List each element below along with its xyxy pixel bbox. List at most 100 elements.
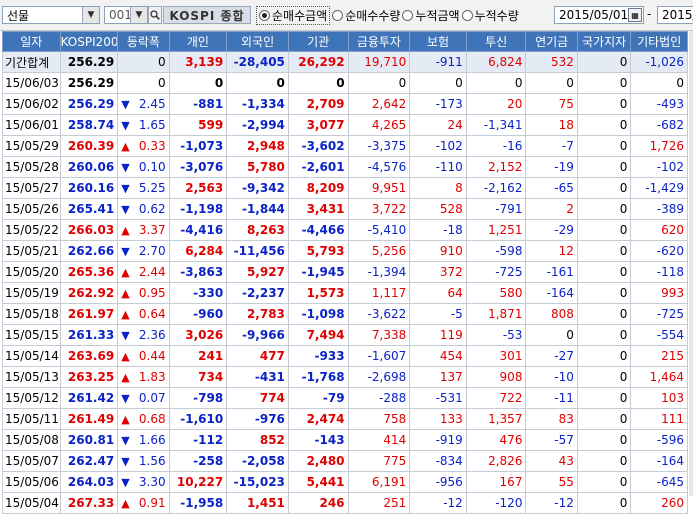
triangle-down-icon: ▼	[121, 181, 130, 195]
kospi200-cell: 262.92	[59, 282, 119, 304]
change-value: 0	[157, 76, 166, 90]
radio-option[interactable]: 순매수금액	[256, 5, 331, 25]
column-header[interactable]: 기타법인	[630, 31, 688, 52]
search-button[interactable]	[148, 6, 162, 24]
column-header[interactable]: 금융투자	[347, 31, 411, 52]
value-cell: -682	[630, 114, 688, 136]
value-cell: 8,209	[287, 177, 349, 199]
table-row[interactable]: 15/05/14 263.69 ▲ 0.44 241 477 -933 -1,607 454 30…	[2, 345, 688, 367]
change-value: 1.66	[138, 433, 166, 447]
table-row[interactable]: 15/05/29 260.39 ▲ 0.33 -1,073 2,948 -3,602 -3,3…	[2, 135, 688, 157]
column-header[interactable]: 투신	[465, 31, 527, 52]
table-row[interactable]: 15/06/02 256.29 ▼ 2.45 -881 -1,334 2,709 2,642-…	[2, 93, 688, 115]
value-cell: -531	[409, 387, 467, 409]
table-row[interactable]: 15/05/13 263.25 ▲ 1.83 734 -431 -1,768 -2,698 13…	[2, 366, 688, 388]
start-date-field[interactable]: 2015/05/01 ▦	[554, 6, 644, 24]
change-value: 1.56	[138, 454, 166, 468]
table-row[interactable]: 15/05/18 261.97 ▲ 0.64 -960 2,783 -1,098 -3,622…	[2, 303, 688, 325]
table-row[interactable]: 15/05/08 260.81 ▼ 1.66 -112 852 -143 414 -919 476…	[2, 429, 688, 451]
date-cell: 15/05/28	[2, 156, 61, 178]
table-row[interactable]: 15/05/20 265.36 ▲ 2.44 -3,863 5,927 -1,945 -1,3…	[2, 261, 688, 283]
value-cell: -3,622	[347, 303, 411, 325]
value-cell: 0	[576, 387, 632, 409]
value-cell: 2,563	[168, 177, 228, 199]
value-cell: -2,237	[226, 282, 289, 304]
chevron-down-icon[interactable]: ▼	[82, 7, 99, 23]
value-cell: 43	[525, 450, 578, 472]
table-row[interactable]: 15/05/27 260.16 ▼ 5.25 2,563 -9,342 8,209 9,951…	[2, 177, 688, 199]
triangle-down-icon: ▼	[121, 475, 130, 489]
value-cell: -1,198	[168, 198, 228, 220]
column-header[interactable]: 기관	[287, 31, 349, 52]
column-header[interactable]: 연기금	[525, 31, 578, 52]
table-row[interactable]: 15/05/12 261.42 ▼ 0.07 -798 774 -79 -288 -531 722…	[2, 387, 688, 409]
value-cell: -791	[465, 198, 527, 220]
value-cell: 3,431	[287, 198, 349, 220]
radio-option[interactable]: 순매수수량	[332, 7, 400, 24]
value-cell: -960	[168, 303, 228, 325]
value-cell: 2	[525, 198, 578, 220]
value-cell: -1,341	[465, 114, 527, 136]
summary-row[interactable]: 기간합계 256.29 0 3,139 -28,405 26,292 19,710 -911 6…	[2, 51, 688, 73]
column-header[interactable]: 보험	[409, 31, 467, 52]
column-header[interactable]: 등락폭	[117, 31, 170, 52]
value-cell: -956	[409, 471, 467, 493]
table-row[interactable]: 15/05/11 261.49 ▲ 0.68 -1,610 -976 2,474 758 133…	[2, 408, 688, 430]
market-select[interactable]: 선물 ▼	[2, 6, 100, 24]
column-header[interactable]: 국가지자	[576, 31, 632, 52]
value-cell: -173	[409, 93, 467, 115]
value-cell: -554	[630, 324, 688, 346]
vertical-scrollbar[interactable]	[689, 31, 693, 496]
radio-option[interactable]: 누적수량	[461, 7, 519, 24]
column-header[interactable]: KOSPI200	[59, 31, 119, 52]
change-value: 2.45	[138, 97, 166, 111]
code-select[interactable]: 001 ▼	[104, 6, 148, 24]
table-row[interactable]: 15/05/21 262.66 ▼ 2.70 6,284 -11,456 5,793 5,25…	[2, 240, 688, 262]
investor-table: 일자 KOSPI200 등락폭 개인 외국인 기관 금융투자 보험 투신 연기금 국가지자 기타법인 …	[2, 31, 688, 514]
value-cell: 1,573	[287, 282, 349, 304]
value-cell: 1,726	[630, 135, 688, 157]
change-cell: ▲ 3.37	[117, 219, 170, 241]
table-row[interactable]: 15/05/22 266.03 ▲ 3.37 -4,416 8,263 -4,466 -5,4…	[2, 219, 688, 241]
value-cell: 5,927	[226, 261, 289, 283]
radio-option[interactable]: 누적금액	[402, 7, 460, 24]
triangle-down-icon: ▼	[121, 160, 130, 174]
value-cell: 0	[576, 324, 632, 346]
column-header[interactable]: 일자	[2, 31, 61, 52]
change-value: 0.62	[138, 202, 166, 216]
table-row[interactable]: 15/06/01 258.74 ▼ 1.65 599 -2,994 3,077 4,265 24…	[2, 114, 688, 136]
value-cell: -4,576	[347, 156, 411, 178]
kospi200-cell: 260.81	[59, 429, 119, 451]
column-header[interactable]: 외국인	[226, 31, 289, 52]
value-cell: -65	[525, 177, 578, 199]
change-value: 0.33	[138, 139, 166, 153]
chevron-down-icon[interactable]: ▼	[130, 7, 147, 23]
value-cell: -4,466	[287, 219, 349, 241]
value-cell: 6,191	[347, 471, 411, 493]
end-date-field[interactable]: 2015/	[657, 6, 693, 24]
column-header[interactable]: 개인	[168, 31, 228, 52]
value-cell: -1,334	[226, 93, 289, 115]
triangle-down-icon: ▼	[121, 118, 130, 132]
kospi200-cell: 260.16	[59, 177, 119, 199]
table-row[interactable]: 15/05/19 262.92 ▲ 0.95 -330 -2,237 1,573 1,117 6…	[2, 282, 688, 304]
change-cell: ▲ 0.64	[117, 303, 170, 325]
calendar-icon[interactable]: ▦	[628, 8, 642, 22]
table-row[interactable]: 15/05/06 264.03 ▼ 3.30 10,227 -15,023 5,441 6,1…	[2, 471, 688, 493]
table-row[interactable]: 15/05/28 260.06 ▼ 0.10 -3,076 5,780 -2,601 -4,5…	[2, 156, 688, 178]
table-row[interactable]: 15/06/03 256.29 0 0 0 0 0 0 0 0 0 0	[2, 72, 688, 94]
value-cell: -330	[168, 282, 228, 304]
table-row[interactable]: 15/05/26 265.41 ▼ 0.62 -1,198 -1,844 3,431 3,72…	[2, 198, 688, 220]
change-value: 2.70	[138, 244, 166, 258]
date-cell: 15/05/19	[2, 282, 61, 304]
value-cell: -493	[630, 93, 688, 115]
value-cell: -3,375	[347, 135, 411, 157]
value-cell: 2,480	[287, 450, 349, 472]
table-row[interactable]: 15/05/07 262.47 ▼ 1.56 -258 -2,058 2,480 775 -83…	[2, 450, 688, 472]
change-cell: ▲ 0.33	[117, 135, 170, 157]
value-cell: -596	[630, 429, 688, 451]
date-cell: 15/06/01	[2, 114, 61, 136]
table-row[interactable]: 15/05/15 261.33 ▼ 2.36 3,026 -9,966 7,494 7,338…	[2, 324, 688, 346]
value-cell: -1,429	[630, 177, 688, 199]
value-cell: 20	[465, 93, 527, 115]
